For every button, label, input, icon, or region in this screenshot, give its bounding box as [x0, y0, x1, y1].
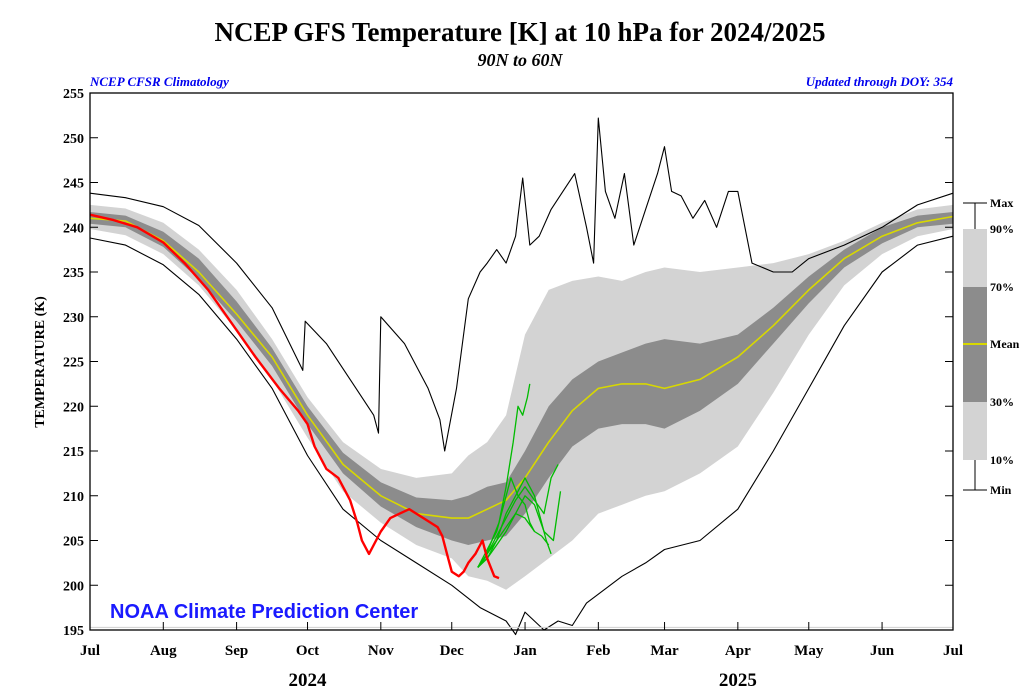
y-axis-label: TEMPERATURE (K) — [33, 296, 48, 428]
x-tick-label: May — [794, 643, 824, 659]
y-tick-label: 210 — [63, 490, 84, 505]
x-tick-label: Jan — [513, 643, 537, 659]
x-tick-label: Jun — [870, 643, 895, 659]
chart-title: NCEP GFS Temperature [K] at 10 hPa for 2… — [215, 17, 826, 47]
series-forecast-6 — [477, 512, 550, 568]
series-observed — [89, 213, 500, 580]
legend-label: Mean — [990, 337, 1020, 351]
y-tick-label: 220 — [63, 400, 84, 415]
y-tick-label: 250 — [63, 132, 84, 147]
chart-subtitle: 90N to 60N — [478, 50, 564, 70]
series-forecast-4 — [477, 491, 562, 568]
y-axis: 195 200 205 210 215 220 225 230 235 240 245 250 255 — [63, 87, 953, 639]
series-max — [89, 117, 954, 452]
y-tick-label: 240 — [63, 221, 84, 236]
climatology-note: NCEP CFSR Climatology — [89, 74, 229, 89]
year-label: 2025 — [719, 670, 757, 691]
series-forecast-2 — [477, 477, 536, 568]
x-tick-label: Mar — [650, 643, 679, 659]
y-tick-label: 200 — [63, 579, 84, 594]
brand-label: NOAA Climate Prediction Center — [110, 601, 418, 623]
y-tick-label: 245 — [63, 177, 84, 192]
series-forecast-1 — [477, 383, 531, 568]
y-tick-label: 235 — [63, 266, 84, 281]
x-tick-label: Sep — [225, 643, 248, 659]
y-tick-label: 205 — [63, 535, 84, 550]
legend-label: Max — [990, 196, 1013, 210]
x-tick-label: Oct — [296, 643, 319, 659]
legend-label: 30% — [990, 395, 1014, 409]
band-10-90 — [90, 204, 953, 590]
series-forecast-5 — [477, 464, 559, 568]
y-tick-label: 215 — [63, 445, 84, 460]
x-tick-label: Jul — [80, 643, 100, 659]
legend-label: 90% — [990, 222, 1014, 236]
legend-label: Min — [990, 483, 1012, 497]
x-axis: Jul Aug Sep Oct Nov Dec Jan Feb Mar Apr May Jun Jul 2… — [80, 622, 963, 691]
legend-label: 10% — [990, 453, 1014, 467]
plot-area — [89, 117, 954, 636]
x-tick-label: Dec — [440, 643, 464, 659]
x-tick-label: Nov — [368, 643, 394, 659]
updated-note: Updated through DOY: 354 — [806, 74, 954, 89]
y-tick-label: 225 — [63, 356, 84, 371]
x-tick-label: Feb — [586, 643, 610, 659]
y-tick-label: 230 — [63, 311, 84, 326]
x-tick-label: Apr — [725, 643, 751, 659]
legend-label: 70% — [990, 280, 1014, 294]
legend: Max 90% 70% Mean 30% 10% Min — [963, 196, 1020, 497]
y-tick-label: 255 — [63, 87, 84, 102]
x-tick-label: Aug — [150, 643, 177, 659]
year-label: 2024 — [289, 670, 328, 691]
x-tick-label: Jul — [943, 643, 963, 659]
y-tick-label: 195 — [63, 624, 84, 639]
